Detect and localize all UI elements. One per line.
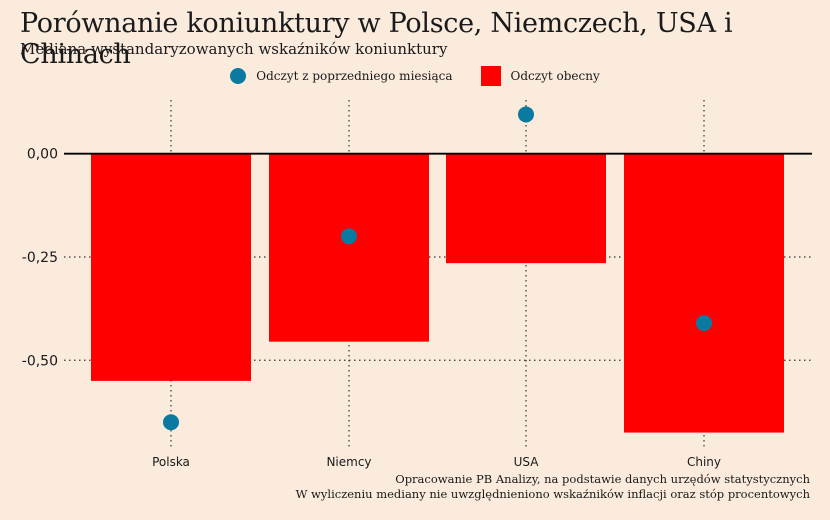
legend-previous-marker [230, 68, 247, 84]
legend-item-current: Odczyt obecny [480, 66, 600, 86]
bar-layer [91, 153, 784, 433]
bar-polska [91, 153, 251, 381]
legend-item-previous: Odczyt z poprzedniego miesiąca [230, 68, 453, 84]
legend: Odczyt z poprzedniego miesiąca Odczyt ob… [0, 66, 830, 86]
legend-previous-label: Odczyt z poprzedniego miesiąca [256, 69, 453, 83]
caption-line-2: W wyliczeniu mediany nie uwzględnieniono… [295, 487, 810, 501]
legend-current-label: Odczyt obecny [510, 69, 600, 83]
bar-usa [446, 153, 606, 264]
y-tick-label: -0,25 [22, 250, 58, 266]
label-layer: 0,00 -0,25 -0,50 Polska Niemcy USA Chiny [22, 147, 721, 469]
bar-niemcy [269, 153, 429, 342]
point-layer [163, 106, 712, 431]
point-niemcy [341, 228, 357, 245]
point-usa [518, 106, 534, 123]
point-chiny [696, 315, 712, 332]
source-caption: Opracowanie PB Analizy, na podstawie dan… [296, 472, 810, 502]
x-category-label: Niemcy [326, 455, 371, 469]
y-tick-label: 0,00 [27, 147, 58, 163]
y-tick-label: -0,50 [22, 353, 58, 369]
bar-chiny [624, 153, 784, 433]
point-polska [163, 414, 179, 431]
chart-title: Porównanie koniunktury w Polsce, Niemcze… [20, 8, 733, 70]
x-category-label: USA [514, 455, 540, 469]
caption-line-1: Opracowanie PB Analizy, na podstawie dan… [395, 472, 810, 486]
legend-current-marker [480, 66, 501, 86]
chart-subtitle: Mediana wystandaryzowanych wskaźników ko… [20, 40, 448, 58]
x-category-label: Chiny [687, 455, 721, 469]
x-category-label: Polska [152, 455, 190, 469]
